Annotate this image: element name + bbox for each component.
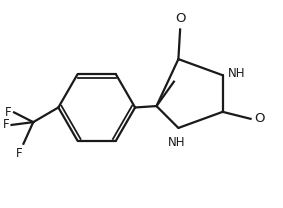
Text: F: F [16, 147, 22, 160]
Text: F: F [3, 118, 10, 131]
Text: O: O [255, 112, 265, 125]
Text: NH: NH [228, 67, 245, 80]
Text: F: F [5, 106, 12, 119]
Text: O: O [175, 12, 185, 25]
Text: NH: NH [168, 136, 185, 149]
